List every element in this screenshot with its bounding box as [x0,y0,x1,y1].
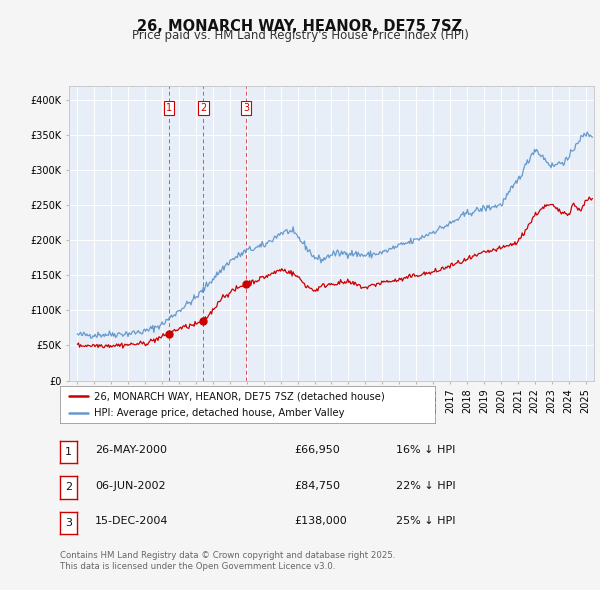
Text: 3: 3 [243,103,249,113]
Text: 2: 2 [65,483,72,492]
Text: Price paid vs. HM Land Registry's House Price Index (HPI): Price paid vs. HM Land Registry's House … [131,30,469,42]
Text: 25% ↓ HPI: 25% ↓ HPI [396,516,455,526]
Text: 2: 2 [200,103,206,113]
Text: Contains HM Land Registry data © Crown copyright and database right 2025.: Contains HM Land Registry data © Crown c… [60,551,395,560]
Text: 22% ↓ HPI: 22% ↓ HPI [396,481,455,490]
Text: 15-DEC-2004: 15-DEC-2004 [95,516,168,526]
Text: 3: 3 [65,518,72,527]
Text: 16% ↓ HPI: 16% ↓ HPI [396,445,455,455]
Text: 1: 1 [65,447,72,457]
Text: 26-MAY-2000: 26-MAY-2000 [95,445,167,455]
Text: 06-JUN-2002: 06-JUN-2002 [95,481,166,490]
Text: This data is licensed under the Open Government Licence v3.0.: This data is licensed under the Open Gov… [60,562,335,571]
Text: £66,950: £66,950 [294,445,340,455]
Text: 26, MONARCH WAY, HEANOR, DE75 7SZ (detached house): 26, MONARCH WAY, HEANOR, DE75 7SZ (detac… [94,391,385,401]
Text: £138,000: £138,000 [294,516,347,526]
Text: HPI: Average price, detached house, Amber Valley: HPI: Average price, detached house, Ambe… [94,408,344,418]
Text: 1: 1 [166,103,172,113]
Text: £84,750: £84,750 [294,481,340,490]
Text: 26, MONARCH WAY, HEANOR, DE75 7SZ: 26, MONARCH WAY, HEANOR, DE75 7SZ [137,19,463,34]
